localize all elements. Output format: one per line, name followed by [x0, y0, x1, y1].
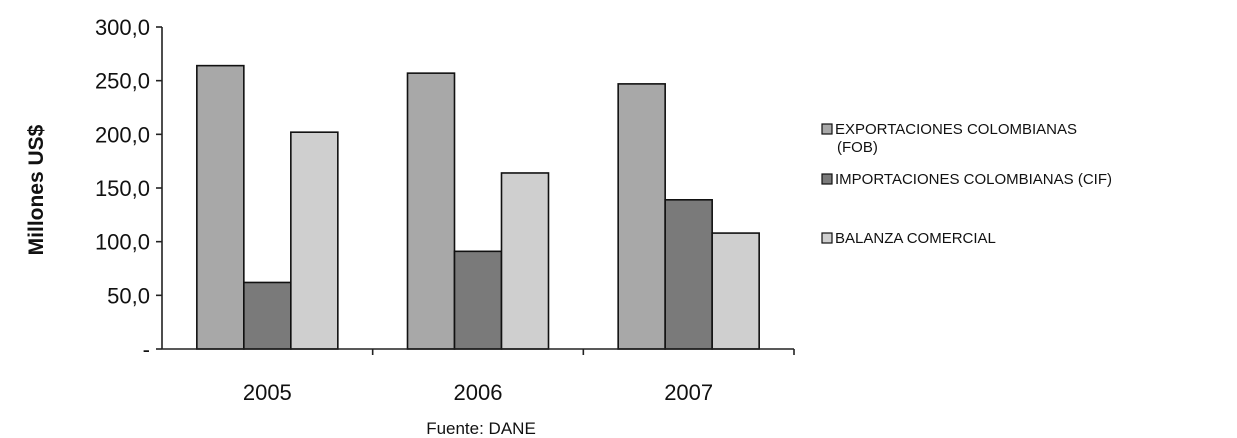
bar-2007-series-3	[711, 232, 760, 350]
legend-label: BALANZA COMERCIAL	[835, 230, 996, 247]
x-tick-label: 2007	[664, 380, 713, 405]
bar-2007-series-1	[617, 83, 666, 350]
x-tick-label: 2006	[454, 380, 503, 405]
legend: EXPORTACIONES COLOMBIANAS (FOB) IMPORTACIO…	[821, 121, 1112, 247]
legend-swatch	[821, 123, 833, 135]
bar-2005-series-2	[243, 281, 292, 350]
bar-2007-series-2	[664, 199, 713, 350]
legend-item: IMPORTACIONES COLOMBIANAS (CIF)	[821, 171, 1112, 188]
bar-2005-series-1	[196, 64, 245, 350]
x-tick-label: 2005	[243, 380, 292, 405]
legend-swatch	[821, 232, 833, 244]
legend-label: EXPORTACIONES COLOMBIANAS (FOB)	[835, 121, 1077, 156]
y-axis-title: Millones US$	[25, 124, 48, 255]
bar-2006-series-1	[406, 72, 456, 350]
y-tick-label: 250,0	[95, 69, 150, 94]
y-tick-label: 150,0	[95, 176, 150, 201]
legend-item: BALANZA COMERCIAL	[821, 230, 996, 247]
bars	[196, 64, 760, 350]
legend-swatch	[821, 173, 833, 185]
y-tick-label: 50,0	[107, 283, 150, 308]
bar-2006-series-2	[453, 250, 503, 350]
y-tick-label: 100,0	[95, 230, 150, 255]
bar-2005-series-3	[290, 131, 339, 350]
y-axis-ticks: - 50,0 100,0 150,0 200,0 250,0 300,0	[95, 15, 162, 362]
y-tick-label: 200,0	[95, 122, 150, 147]
legend-label: IMPORTACIONES COLOMBIANAS (CIF)	[835, 171, 1112, 188]
bar-2006-series-3	[500, 172, 550, 350]
x-axis-labels: 2005 2006 2007	[243, 349, 795, 405]
y-tick-label: 300,0	[95, 15, 150, 40]
y-tick-label: -	[143, 337, 150, 362]
source-note: Fuente: DANE	[426, 419, 536, 438]
legend-item: EXPORTACIONES COLOMBIANAS (FOB)	[821, 121, 1077, 156]
